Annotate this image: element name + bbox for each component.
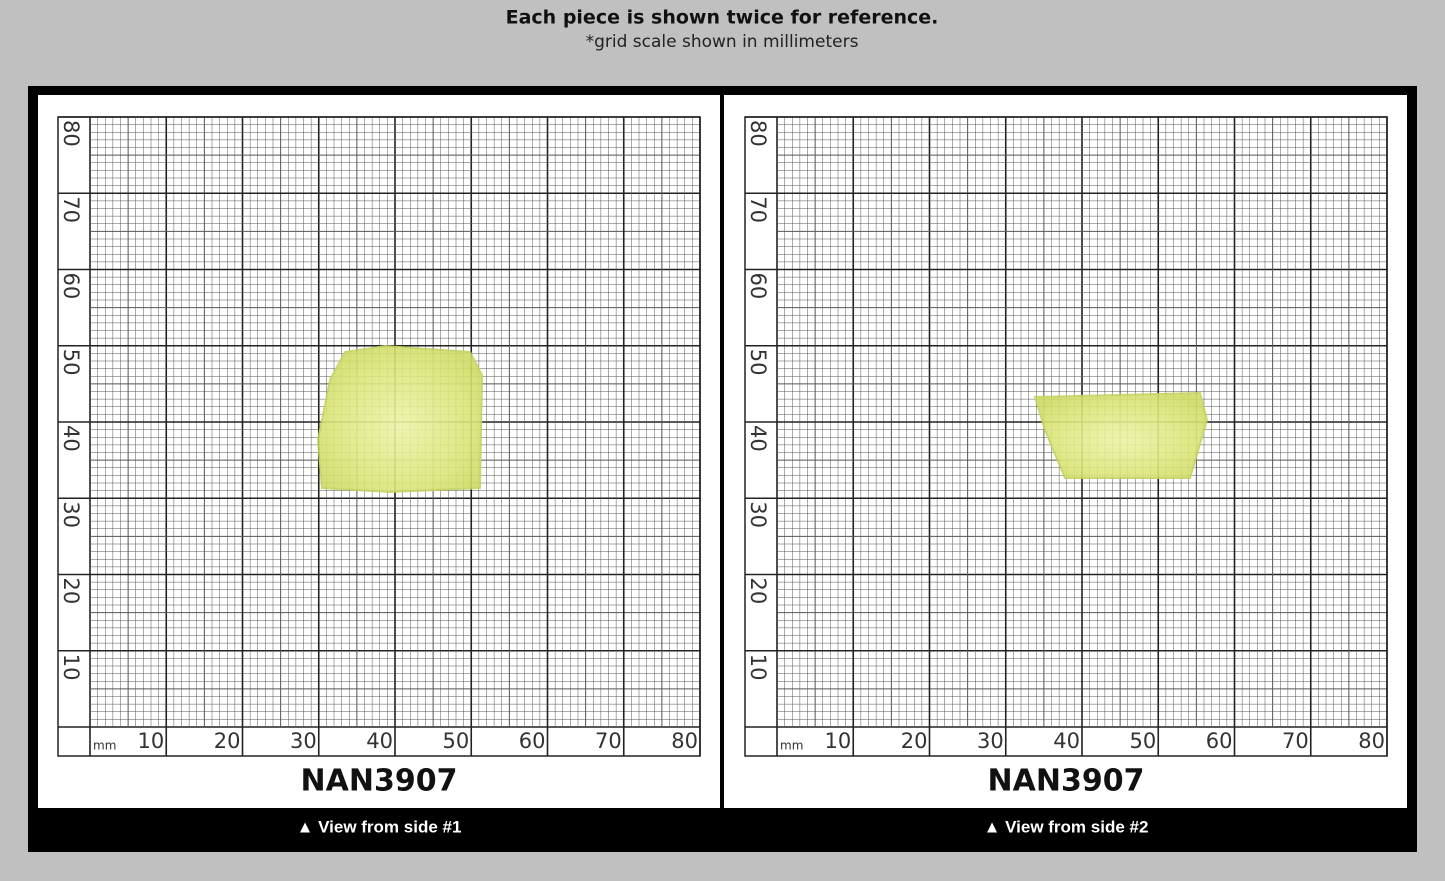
y-scale-label: 20 <box>59 578 83 605</box>
y-scale-label: 70 <box>59 196 83 223</box>
product-code: NAN3907 <box>988 764 1145 799</box>
x-scale-label: 50 <box>443 729 470 753</box>
y-scale-label: 10 <box>746 654 770 681</box>
x-scale-label: 30 <box>977 729 1004 753</box>
y-scale-label: 40 <box>59 425 83 452</box>
product-code: NAN3907 <box>301 764 458 799</box>
y-scale-label: 80 <box>746 120 770 147</box>
y-scale-label: 30 <box>746 501 770 528</box>
gemstone <box>316 344 484 494</box>
subtitle: *grid scale shown in millimeters <box>586 32 859 52</box>
y-scale-label: 10 <box>59 654 83 681</box>
x-scale-label: 30 <box>290 729 317 753</box>
title: Each piece is shown twice for reference. <box>506 7 939 29</box>
x-scale-label: 60 <box>519 729 546 753</box>
x-scale-label: 80 <box>671 729 698 753</box>
y-scale-label: 80 <box>59 120 83 147</box>
y-scale-label: 30 <box>59 501 83 528</box>
y-scale-label: 60 <box>59 273 83 300</box>
y-scale-label: 40 <box>746 425 770 452</box>
x-scale-label: 10 <box>825 729 852 753</box>
caption: ▲ View from side #1 <box>297 817 462 836</box>
x-scale-label: 20 <box>901 729 928 753</box>
y-scale-label: 50 <box>746 349 770 376</box>
x-scale-label: 40 <box>1053 729 1080 753</box>
x-scale-label: 60 <box>1206 729 1233 753</box>
x-scale-label: 20 <box>214 729 241 753</box>
caption: ▲ View from side #2 <box>984 817 1149 836</box>
x-scale-label: 10 <box>138 729 165 753</box>
gemstone <box>1033 391 1209 479</box>
y-scale-label: 20 <box>746 578 770 605</box>
y-scale-label: 50 <box>59 349 83 376</box>
y-scale-label: 70 <box>746 196 770 223</box>
unit-label: mm <box>93 739 116 753</box>
x-scale-label: 70 <box>1282 729 1309 753</box>
x-scale-label: 40 <box>366 729 393 753</box>
unit-label: mm <box>780 739 803 753</box>
x-scale-label: 50 <box>1130 729 1157 753</box>
y-scale-label: 60 <box>746 273 770 300</box>
x-scale-label: 70 <box>595 729 622 753</box>
x-scale-label: 80 <box>1358 729 1385 753</box>
